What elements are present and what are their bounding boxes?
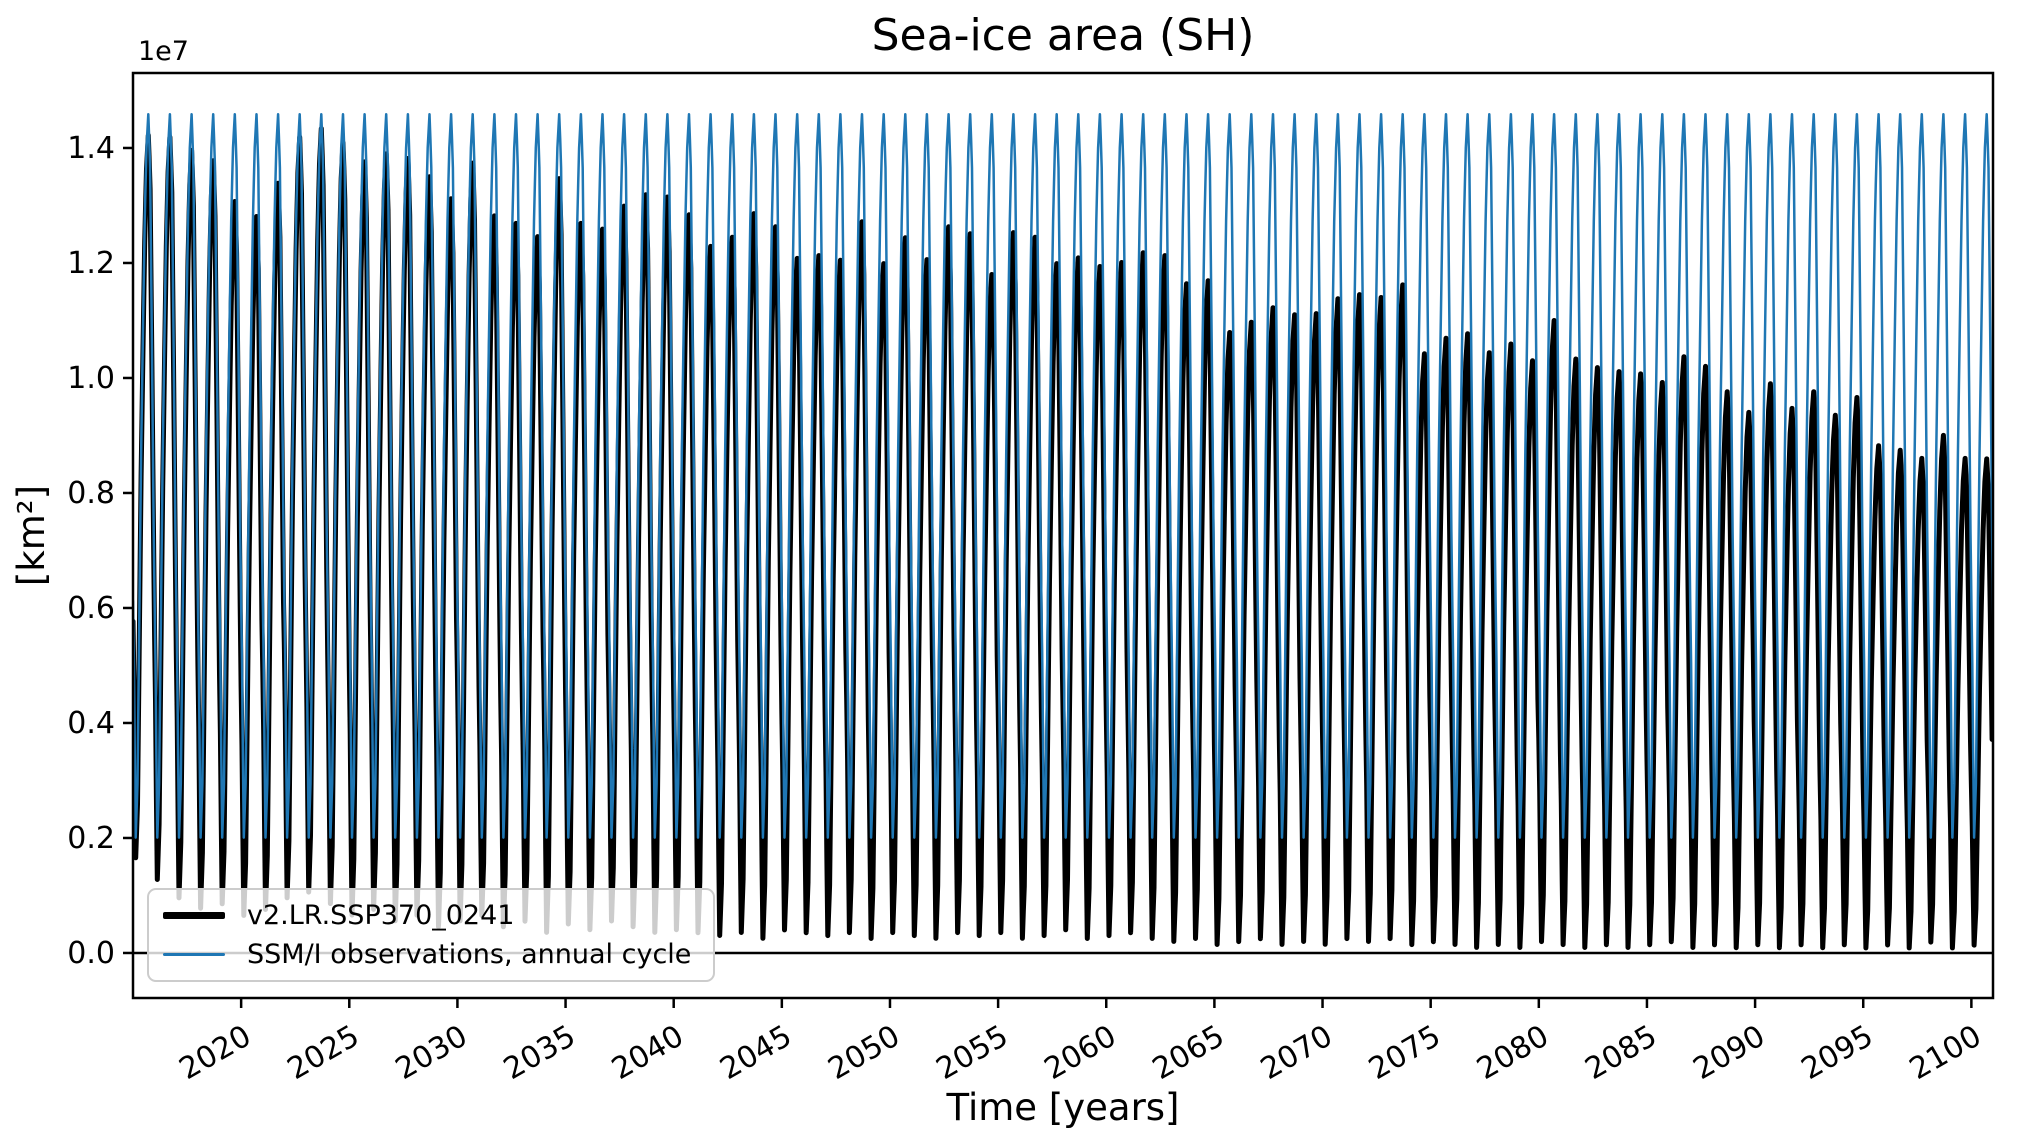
y-tick-label: 0.4 [67,706,115,741]
x-tick-label: 2090 [1687,1019,1771,1087]
y-tick-label: 1.2 [67,246,115,281]
series-line-1 [133,112,1993,839]
x-tick-label: 2085 [1579,1019,1663,1087]
axes-spines [131,71,1995,1000]
legend-line-sample-observations [163,953,225,956]
x-tick-label: 2100 [1904,1019,1988,1087]
y-tick-label: 1.0 [67,361,115,396]
y-axis-label-wrap: [km²] [10,73,53,998]
legend-label-model: v2.LR.SSP370_0241 [247,900,515,931]
y-tick-label: 0.8 [67,476,115,511]
y-tick-label: 0.6 [67,591,115,626]
x-tick-label: 2045 [714,1019,798,1087]
x-tick-label: 2080 [1471,1019,1555,1087]
chart-title: Sea-ice area (SH) [871,10,1255,61]
x-tick-label: 2065 [1147,1019,1231,1087]
x-tick-label: 2050 [822,1019,906,1087]
x-tick-label: 2060 [1039,1019,1123,1087]
x-axis: 2020 2025 2030 2035 2040 2045 2050 2055 2060 2065… [174,998,1988,1087]
legend-entry-model: v2.LR.SSP370_0241 [163,900,699,931]
y-axis-offset-text: 1e7 [138,36,189,67]
x-tick-label: 2040 [606,1019,690,1087]
legend-label-observations: SSM/I observations, annual cycle [247,939,692,970]
x-axis-label: Time [years] [946,1086,1180,1129]
y-axis-label: [km²] [10,484,53,587]
x-tick-label: 2035 [498,1019,582,1087]
legend-box: v2.LR.SSP370_0241 SSM/I observations, an… [147,888,715,982]
y-tick-label: 0.0 [67,936,115,971]
legend-entry-observations: SSM/I observations, annual cycle [163,939,699,970]
x-tick-label: 2025 [282,1019,366,1087]
x-tick-label: 2020 [174,1019,258,1087]
x-tick-label: 2055 [930,1019,1014,1087]
x-tick-label: 2075 [1363,1019,1447,1087]
x-tick-label: 2095 [1796,1019,1880,1087]
y-axis: 0.0 0.2 0.4 0.6 0.8 1.0 1.2 1.4 [67,131,133,971]
legend-line-sample-model [163,912,225,919]
x-tick-label: 2030 [390,1019,474,1087]
x-tick-label: 2070 [1255,1019,1339,1087]
y-tick-label: 1.4 [67,131,115,166]
y-tick-label: 0.2 [67,821,115,856]
